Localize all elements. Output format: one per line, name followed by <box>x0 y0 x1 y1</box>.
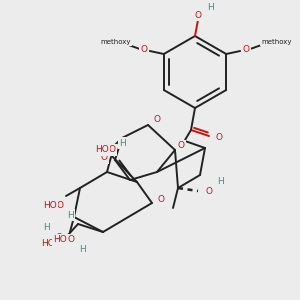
Text: O: O <box>100 154 107 163</box>
Text: O: O <box>206 187 212 196</box>
Text: HO: HO <box>95 146 109 154</box>
Text: O: O <box>178 142 184 151</box>
Text: O: O <box>194 11 202 20</box>
Text: O: O <box>68 236 74 244</box>
Text: O: O <box>154 116 160 124</box>
Text: H: H <box>217 178 224 187</box>
Text: O: O <box>56 232 62 242</box>
Text: O: O <box>56 200 64 209</box>
Text: H: H <box>120 139 126 148</box>
Text: methoxy: methoxy <box>261 39 291 45</box>
Text: methoxy: methoxy <box>100 39 131 45</box>
Text: HO: HO <box>53 236 67 244</box>
Text: H: H <box>207 4 213 13</box>
Text: HO: HO <box>43 200 57 209</box>
Text: HO: HO <box>41 239 55 248</box>
Text: H: H <box>43 223 50 232</box>
Text: H: H <box>67 211 73 220</box>
Text: O: O <box>109 146 116 154</box>
Text: O: O <box>215 133 223 142</box>
Text: O: O <box>140 44 147 53</box>
Text: O: O <box>158 196 164 205</box>
Text: H: H <box>79 244 86 253</box>
Text: O: O <box>243 44 250 53</box>
